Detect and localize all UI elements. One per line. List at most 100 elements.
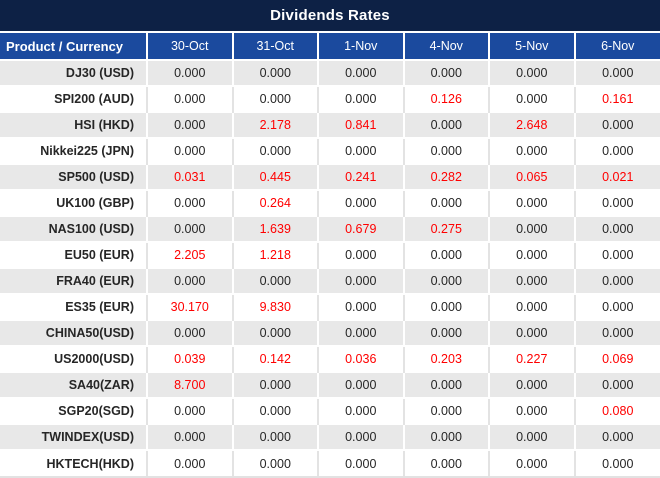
product-cell: SP500 (USD)	[0, 163, 148, 190]
value-cell: 0.000	[147, 423, 234, 450]
value-cell: 0.000	[403, 59, 490, 86]
header-date-4-nov: 4-Nov	[403, 33, 490, 60]
page-title: Dividends Rates	[0, 0, 660, 33]
value-cell: 0.000	[574, 241, 660, 268]
value-cell: 0.000	[574, 423, 660, 450]
table-row: SGP20(SGD) 0.000 0.000 0.000 0.000 0.000 0.080	[0, 397, 660, 424]
table-row: TWINDEX(USD) 0.000 0.000 0.000 0.000 0.000 0.0…	[0, 423, 660, 450]
table-row: SP500 (USD) 0.031 0.445 0.241 0.282 0.065 0.02…	[0, 163, 660, 190]
value-cell: 0.000	[403, 397, 490, 424]
value-cell: 0.000	[489, 241, 576, 268]
value-cell: 0.000	[318, 189, 405, 216]
value-cell: 2.178	[232, 111, 319, 138]
value-cell: 1.218	[232, 241, 319, 268]
value-cell: 0.000	[574, 319, 660, 346]
value-cell: 0.000	[574, 215, 660, 242]
value-cell: 0.000	[232, 371, 319, 398]
header-date-6-nov: 6-Nov	[574, 33, 660, 60]
product-cell: HSI (HKD)	[0, 111, 148, 138]
header-date-1-nov: 1-Nov	[318, 33, 405, 60]
value-cell: 0.000	[232, 423, 319, 450]
value-cell: 0.227	[489, 345, 576, 372]
value-cell: 0.000	[403, 371, 490, 398]
header-date-5-nov: 5-Nov	[489, 33, 576, 60]
value-cell: 0.275	[403, 215, 490, 242]
product-cell: DJ30 (USD)	[0, 59, 148, 86]
value-cell: 0.241	[318, 163, 405, 190]
value-cell: 0.679	[318, 215, 405, 242]
value-cell: 0.000	[574, 293, 660, 320]
product-cell: SPI200 (AUD)	[0, 85, 148, 112]
dividends-table: Product / Currency 30-Oct 31-Oct 1-Nov 4…	[0, 33, 660, 476]
header-date-31-oct: 31-Oct	[232, 33, 319, 60]
value-cell: 30.170	[147, 293, 234, 320]
value-cell: 0.000	[147, 267, 234, 294]
table-row: SA40(ZAR) 8.700 0.000 0.000 0.000 0.000 0.000	[0, 371, 660, 398]
value-cell: 0.000	[403, 137, 490, 164]
value-cell: 0.000	[403, 111, 490, 138]
value-cell: 0.000	[403, 267, 490, 294]
value-cell: 0.000	[232, 397, 319, 424]
table-row: US2000(USD) 0.039 0.142 0.036 0.203 0.227 0.06…	[0, 345, 660, 372]
product-cell: EU50 (EUR)	[0, 241, 148, 268]
value-cell: 0.000	[318, 319, 405, 346]
value-cell: 0.000	[403, 423, 490, 450]
value-cell: 0.000	[403, 319, 490, 346]
value-cell: 0.445	[232, 163, 319, 190]
product-cell: US2000(USD)	[0, 345, 148, 372]
value-cell: 0.000	[147, 319, 234, 346]
value-cell: 0.000	[489, 319, 576, 346]
value-cell: 0.000	[318, 267, 405, 294]
value-cell: 0.000	[489, 59, 576, 86]
table-row: HKTECH(HKD) 0.000 0.000 0.000 0.000 0.000 0.00…	[0, 449, 660, 476]
value-cell: 2.205	[147, 241, 234, 268]
value-cell: 0.000	[574, 59, 660, 86]
value-cell: 0.080	[574, 397, 660, 424]
value-cell: 0.000	[232, 59, 319, 86]
value-cell: 0.000	[318, 449, 405, 476]
product-cell: ES35 (EUR)	[0, 293, 148, 320]
header-row: Product / Currency 30-Oct 31-Oct 1-Nov 4…	[0, 33, 660, 60]
value-cell: 0.000	[489, 215, 576, 242]
value-cell: 0.161	[574, 85, 660, 112]
value-cell: 0.000	[574, 111, 660, 138]
value-cell: 0.065	[489, 163, 576, 190]
value-cell: 0.000	[574, 137, 660, 164]
value-cell: 0.000	[232, 319, 319, 346]
value-cell: 0.000	[489, 137, 576, 164]
product-cell: SGP20(SGD)	[0, 397, 148, 424]
value-cell: 8.700	[147, 371, 234, 398]
value-cell: 0.000	[147, 189, 234, 216]
value-cell: 0.000	[232, 267, 319, 294]
value-cell: 0.000	[489, 397, 576, 424]
value-cell: 0.069	[574, 345, 660, 372]
value-cell: 0.203	[403, 345, 490, 372]
value-cell: 0.000	[574, 371, 660, 398]
product-cell: NAS100 (USD)	[0, 215, 148, 242]
value-cell: 0.000	[318, 241, 405, 268]
table-row: Nikkei225 (JPN) 0.000 0.000 0.000 0.000 0.000…	[0, 137, 660, 164]
table-row: CHINA50(USD) 0.000 0.000 0.000 0.000 0.000 0.0…	[0, 319, 660, 346]
value-cell: 0.000	[318, 293, 405, 320]
value-cell: 0.000	[147, 137, 234, 164]
table-row: ES35 (EUR) 30.170 9.830 0.000 0.000 0.000 0.00…	[0, 293, 660, 320]
value-cell: 1.639	[232, 215, 319, 242]
value-cell: 0.126	[403, 85, 490, 112]
header-date-30-oct: 30-Oct	[147, 33, 234, 60]
table-row: UK100 (GBP) 0.000 0.264 0.000 0.000 0.000 0.00…	[0, 189, 660, 216]
value-cell: 0.000	[147, 59, 234, 86]
value-cell: 0.000	[574, 189, 660, 216]
value-cell: 9.830	[232, 293, 319, 320]
value-cell: 0.000	[147, 111, 234, 138]
product-cell: FRA40 (EUR)	[0, 267, 148, 294]
value-cell: 0.036	[318, 345, 405, 372]
value-cell: 0.000	[489, 189, 576, 216]
value-cell: 0.000	[574, 267, 660, 294]
value-cell: 0.000	[489, 371, 576, 398]
value-cell: 0.000	[403, 449, 490, 476]
value-cell: 0.000	[574, 449, 660, 476]
value-cell: 0.000	[489, 267, 576, 294]
value-cell: 0.000	[403, 189, 490, 216]
product-cell: Nikkei225 (JPN)	[0, 137, 148, 164]
